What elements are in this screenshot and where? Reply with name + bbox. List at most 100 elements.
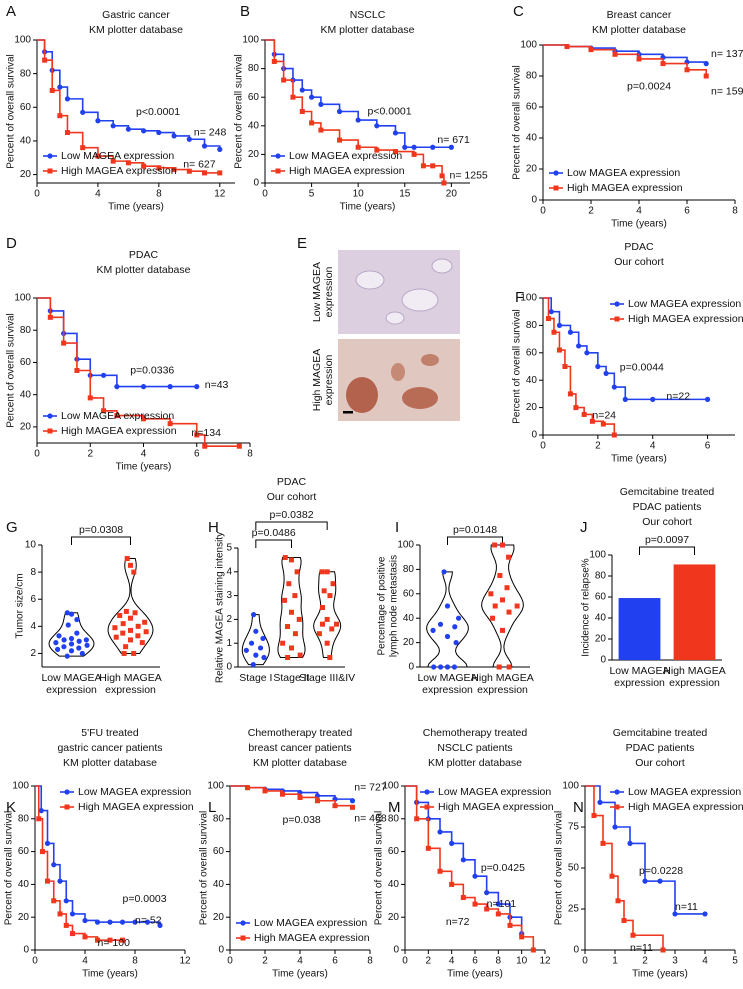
chart-title: 5'FU treated bbox=[81, 727, 139, 739]
x-tick-label: 8 bbox=[496, 956, 502, 967]
data-point bbox=[319, 621, 325, 627]
data-point bbox=[68, 648, 75, 654]
y-axis-label: Percent of overall survival bbox=[374, 811, 385, 926]
y-tick-label: 1 bbox=[226, 638, 232, 649]
y-axis-label: Incidence of relapse% bbox=[581, 558, 592, 657]
significance-bracket bbox=[255, 539, 292, 548]
y-tick-label: 100 bbox=[14, 35, 31, 46]
y-axis-label: lymph node metastasis bbox=[389, 555, 400, 657]
legend-label: High MAGEA expression bbox=[628, 801, 743, 813]
data-point bbox=[61, 644, 67, 650]
data-point bbox=[260, 635, 266, 642]
survival-step bbox=[567, 45, 592, 50]
survival-step bbox=[475, 875, 488, 893]
y-tick-label: 60 bbox=[18, 846, 30, 857]
data-point bbox=[430, 627, 436, 634]
y-tick-label: 20 bbox=[526, 402, 538, 413]
legend-marker bbox=[553, 170, 559, 176]
survival-step bbox=[63, 332, 78, 360]
survival-step bbox=[35, 785, 40, 819]
data-point bbox=[257, 645, 264, 651]
survival-step bbox=[339, 110, 359, 121]
panel-letter: B bbox=[240, 3, 250, 20]
panel-letter: L bbox=[208, 799, 216, 816]
data-point bbox=[296, 616, 302, 622]
y-tick-label: 60 bbox=[248, 92, 260, 103]
y-tick-label: 20 bbox=[403, 637, 415, 648]
data-point bbox=[504, 585, 510, 591]
legend-marker bbox=[614, 316, 620, 322]
y-tick-label: 0 bbox=[600, 655, 606, 666]
annotation: p=0.0228 bbox=[639, 865, 683, 877]
data-point bbox=[444, 603, 451, 609]
legend-label: High MAGEA expression bbox=[438, 801, 554, 813]
survival-step bbox=[196, 434, 206, 447]
survival-step bbox=[282, 793, 301, 798]
legend-label: Low MAGEA expression bbox=[438, 786, 551, 798]
data-point bbox=[217, 170, 223, 176]
y-axis-label: Tumor size/cm bbox=[15, 573, 26, 638]
y-tick-label: 60 bbox=[213, 846, 225, 857]
x-axis-label: Time (years) bbox=[82, 969, 138, 980]
annotation: n= 727 bbox=[354, 781, 387, 793]
data-point bbox=[453, 640, 459, 646]
x-tick-label: 0 bbox=[540, 441, 546, 452]
y-tick-label: 40 bbox=[213, 879, 225, 890]
x-tick-label: 8 bbox=[732, 206, 738, 217]
panel-letter: A bbox=[6, 3, 16, 20]
x-tick-label: Stage II bbox=[273, 672, 310, 684]
data-point bbox=[285, 624, 291, 630]
y-tick-label: 40 bbox=[526, 375, 538, 386]
survival-step bbox=[317, 799, 336, 806]
survival-step bbox=[37, 39, 46, 61]
bar bbox=[673, 564, 716, 660]
panel-letter: M bbox=[388, 799, 401, 816]
panel-letter: K bbox=[6, 799, 16, 816]
panel-letter: G bbox=[6, 519, 18, 536]
significance-bracket bbox=[255, 521, 328, 530]
data-point bbox=[444, 633, 451, 640]
data-point bbox=[113, 634, 119, 640]
data-point bbox=[142, 619, 148, 625]
legend-marker bbox=[47, 168, 53, 174]
y-axis-label: Percent of overall survival bbox=[234, 54, 245, 169]
y-tick-label: 80 bbox=[20, 68, 32, 79]
legend-marker bbox=[47, 428, 53, 434]
data-point bbox=[128, 562, 133, 568]
legend-marker bbox=[614, 789, 620, 795]
legend-marker bbox=[240, 920, 246, 926]
y-tick-label: 40 bbox=[248, 120, 260, 131]
survival-step bbox=[660, 880, 676, 914]
data-point bbox=[139, 640, 145, 646]
legend-label: Low MAGEA expression bbox=[628, 298, 741, 310]
data-point bbox=[55, 646, 61, 652]
data-point bbox=[506, 554, 512, 560]
x-tick-label: 4 bbox=[650, 441, 656, 452]
data-point bbox=[124, 556, 130, 562]
data-point bbox=[319, 569, 325, 575]
survival-step bbox=[463, 859, 476, 877]
survival-step bbox=[687, 61, 707, 64]
y-tick-label: 2 bbox=[226, 614, 232, 625]
x-axis-label: Time (years) bbox=[447, 969, 503, 980]
survival-step bbox=[53, 900, 61, 914]
chart-title: PDAC bbox=[129, 249, 159, 261]
x-tick-label: 6 bbox=[332, 956, 338, 967]
data-point bbox=[452, 624, 458, 630]
survival-step bbox=[37, 297, 52, 311]
annotation: p<0.0001 bbox=[136, 106, 180, 118]
survival-step bbox=[405, 785, 418, 803]
legend-label: Low MAGEA expression bbox=[628, 786, 741, 798]
legend-label: High MAGEA expression bbox=[254, 932, 370, 944]
ihc-label: Low MAGEA expression bbox=[311, 261, 335, 323]
x-axis-label: Time (years) bbox=[632, 969, 688, 980]
y-tick-label: 20 bbox=[388, 912, 400, 923]
y-tick-label: 0 bbox=[23, 945, 29, 956]
legend-marker bbox=[424, 804, 430, 810]
ihc-texture bbox=[401, 288, 439, 312]
data-point bbox=[68, 641, 75, 647]
data-point bbox=[327, 593, 333, 599]
x-tick-label: 5 bbox=[309, 189, 315, 200]
x-tick-label: 20 bbox=[446, 189, 458, 200]
ihc-texture bbox=[385, 311, 405, 325]
